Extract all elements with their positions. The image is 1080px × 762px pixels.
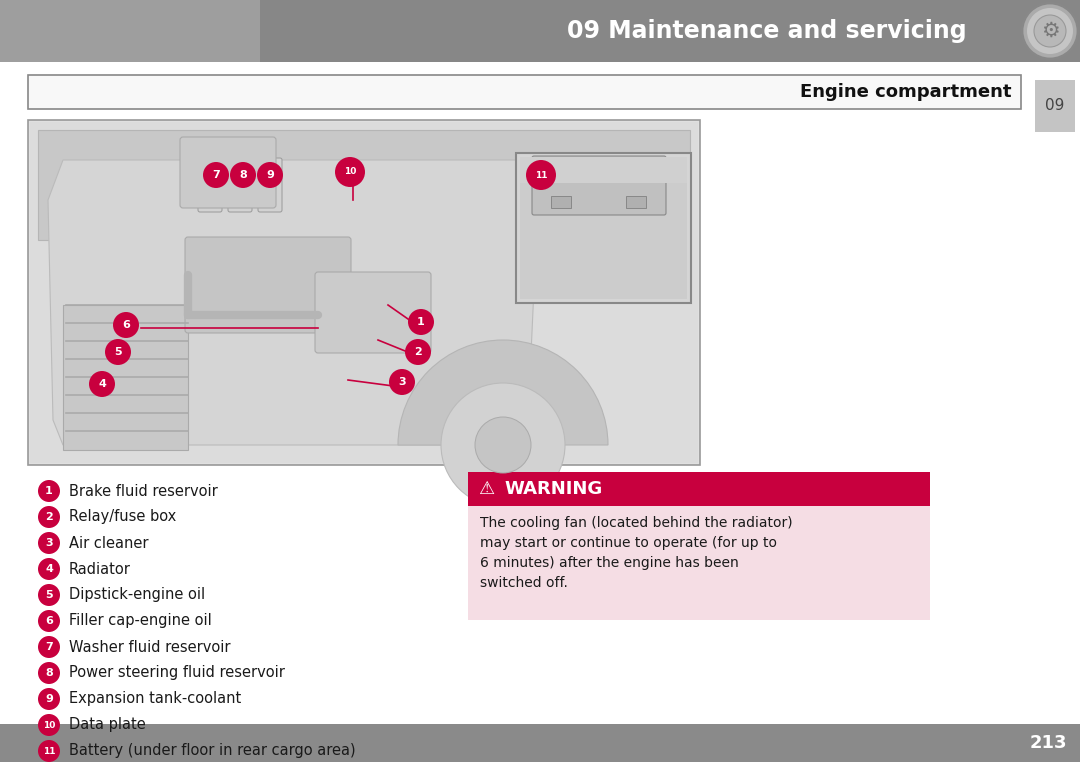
Circle shape xyxy=(230,162,256,188)
Text: Air cleaner: Air cleaner xyxy=(69,536,149,550)
FancyBboxPatch shape xyxy=(28,75,1021,109)
Polygon shape xyxy=(48,160,538,445)
Circle shape xyxy=(38,558,60,580)
FancyBboxPatch shape xyxy=(532,156,666,215)
Circle shape xyxy=(38,584,60,606)
Text: 6: 6 xyxy=(122,320,130,330)
Text: Expansion tank-coolant: Expansion tank-coolant xyxy=(69,691,241,706)
Circle shape xyxy=(89,371,114,397)
Circle shape xyxy=(38,506,60,528)
Text: Filler cap-engine oil: Filler cap-engine oil xyxy=(69,613,212,629)
Circle shape xyxy=(38,532,60,554)
Text: 213: 213 xyxy=(1029,734,1067,752)
Text: 2: 2 xyxy=(414,347,422,357)
Circle shape xyxy=(38,636,60,658)
FancyBboxPatch shape xyxy=(0,724,1080,762)
Text: 9: 9 xyxy=(45,694,53,704)
Text: Engine compartment: Engine compartment xyxy=(800,83,1012,101)
Text: 8: 8 xyxy=(239,170,247,180)
Text: 6: 6 xyxy=(45,616,53,626)
Text: ⚙: ⚙ xyxy=(1041,21,1059,41)
Circle shape xyxy=(1034,15,1066,47)
Text: 5: 5 xyxy=(45,590,53,600)
Circle shape xyxy=(38,740,60,762)
Text: 5: 5 xyxy=(114,347,122,357)
Circle shape xyxy=(38,714,60,736)
FancyBboxPatch shape xyxy=(0,0,260,62)
Circle shape xyxy=(203,162,229,188)
Circle shape xyxy=(257,162,283,188)
Text: 7: 7 xyxy=(45,642,53,652)
FancyBboxPatch shape xyxy=(198,158,222,212)
Text: Dipstick-engine oil: Dipstick-engine oil xyxy=(69,588,205,603)
FancyBboxPatch shape xyxy=(626,196,646,208)
Circle shape xyxy=(1022,3,1078,59)
FancyBboxPatch shape xyxy=(1035,0,1080,762)
Circle shape xyxy=(408,309,434,335)
Polygon shape xyxy=(38,130,690,240)
Circle shape xyxy=(38,610,60,632)
Text: Radiator: Radiator xyxy=(69,562,131,577)
FancyBboxPatch shape xyxy=(516,153,691,303)
Circle shape xyxy=(389,369,415,395)
Circle shape xyxy=(113,312,139,338)
FancyBboxPatch shape xyxy=(185,237,351,333)
FancyBboxPatch shape xyxy=(315,272,431,353)
Circle shape xyxy=(475,417,531,473)
Text: 7: 7 xyxy=(212,170,220,180)
Circle shape xyxy=(335,157,365,187)
FancyBboxPatch shape xyxy=(28,120,700,465)
Text: 11: 11 xyxy=(535,171,548,180)
Text: 3: 3 xyxy=(45,538,53,548)
Circle shape xyxy=(526,160,556,190)
Text: 4: 4 xyxy=(45,564,53,574)
Wedge shape xyxy=(399,340,608,445)
Text: WARNING: WARNING xyxy=(504,480,603,498)
Text: ⚠: ⚠ xyxy=(478,480,494,498)
Text: Power steering fluid reservoir: Power steering fluid reservoir xyxy=(69,665,285,680)
Text: Battery (under floor in rear cargo area): Battery (under floor in rear cargo area) xyxy=(69,744,355,758)
Text: Relay/fuse box: Relay/fuse box xyxy=(69,510,176,524)
FancyBboxPatch shape xyxy=(180,137,276,208)
Text: 1: 1 xyxy=(45,486,53,496)
Circle shape xyxy=(441,383,565,507)
Circle shape xyxy=(405,339,431,365)
FancyBboxPatch shape xyxy=(0,0,1080,62)
Text: 3: 3 xyxy=(399,377,406,387)
Text: 09: 09 xyxy=(1045,98,1065,114)
Text: 2: 2 xyxy=(45,512,53,522)
FancyBboxPatch shape xyxy=(519,157,687,183)
Text: The cooling fan (located behind the radiator)
may start or continue to operate (: The cooling fan (located behind the radi… xyxy=(480,516,793,590)
Circle shape xyxy=(38,688,60,710)
Text: 11: 11 xyxy=(43,747,55,755)
Text: Washer fluid reservoir: Washer fluid reservoir xyxy=(69,639,230,655)
FancyBboxPatch shape xyxy=(468,506,930,620)
Text: 10: 10 xyxy=(343,168,356,177)
FancyBboxPatch shape xyxy=(258,158,282,212)
Text: 9: 9 xyxy=(266,170,274,180)
FancyBboxPatch shape xyxy=(468,472,930,506)
Circle shape xyxy=(105,339,131,365)
Text: Data plate: Data plate xyxy=(69,718,146,732)
FancyBboxPatch shape xyxy=(551,196,571,208)
Text: 8: 8 xyxy=(45,668,53,678)
FancyBboxPatch shape xyxy=(228,158,252,212)
Circle shape xyxy=(38,480,60,502)
FancyBboxPatch shape xyxy=(1035,80,1075,132)
FancyBboxPatch shape xyxy=(519,157,687,299)
Text: 1: 1 xyxy=(417,317,424,327)
Text: Brake fluid reservoir: Brake fluid reservoir xyxy=(69,484,218,498)
FancyBboxPatch shape xyxy=(30,122,698,463)
FancyBboxPatch shape xyxy=(63,305,188,450)
Text: 10: 10 xyxy=(43,721,55,729)
Text: 4: 4 xyxy=(98,379,106,389)
Circle shape xyxy=(1027,8,1074,54)
Circle shape xyxy=(38,662,60,684)
Text: 09 Maintenance and servicing: 09 Maintenance and servicing xyxy=(567,19,967,43)
